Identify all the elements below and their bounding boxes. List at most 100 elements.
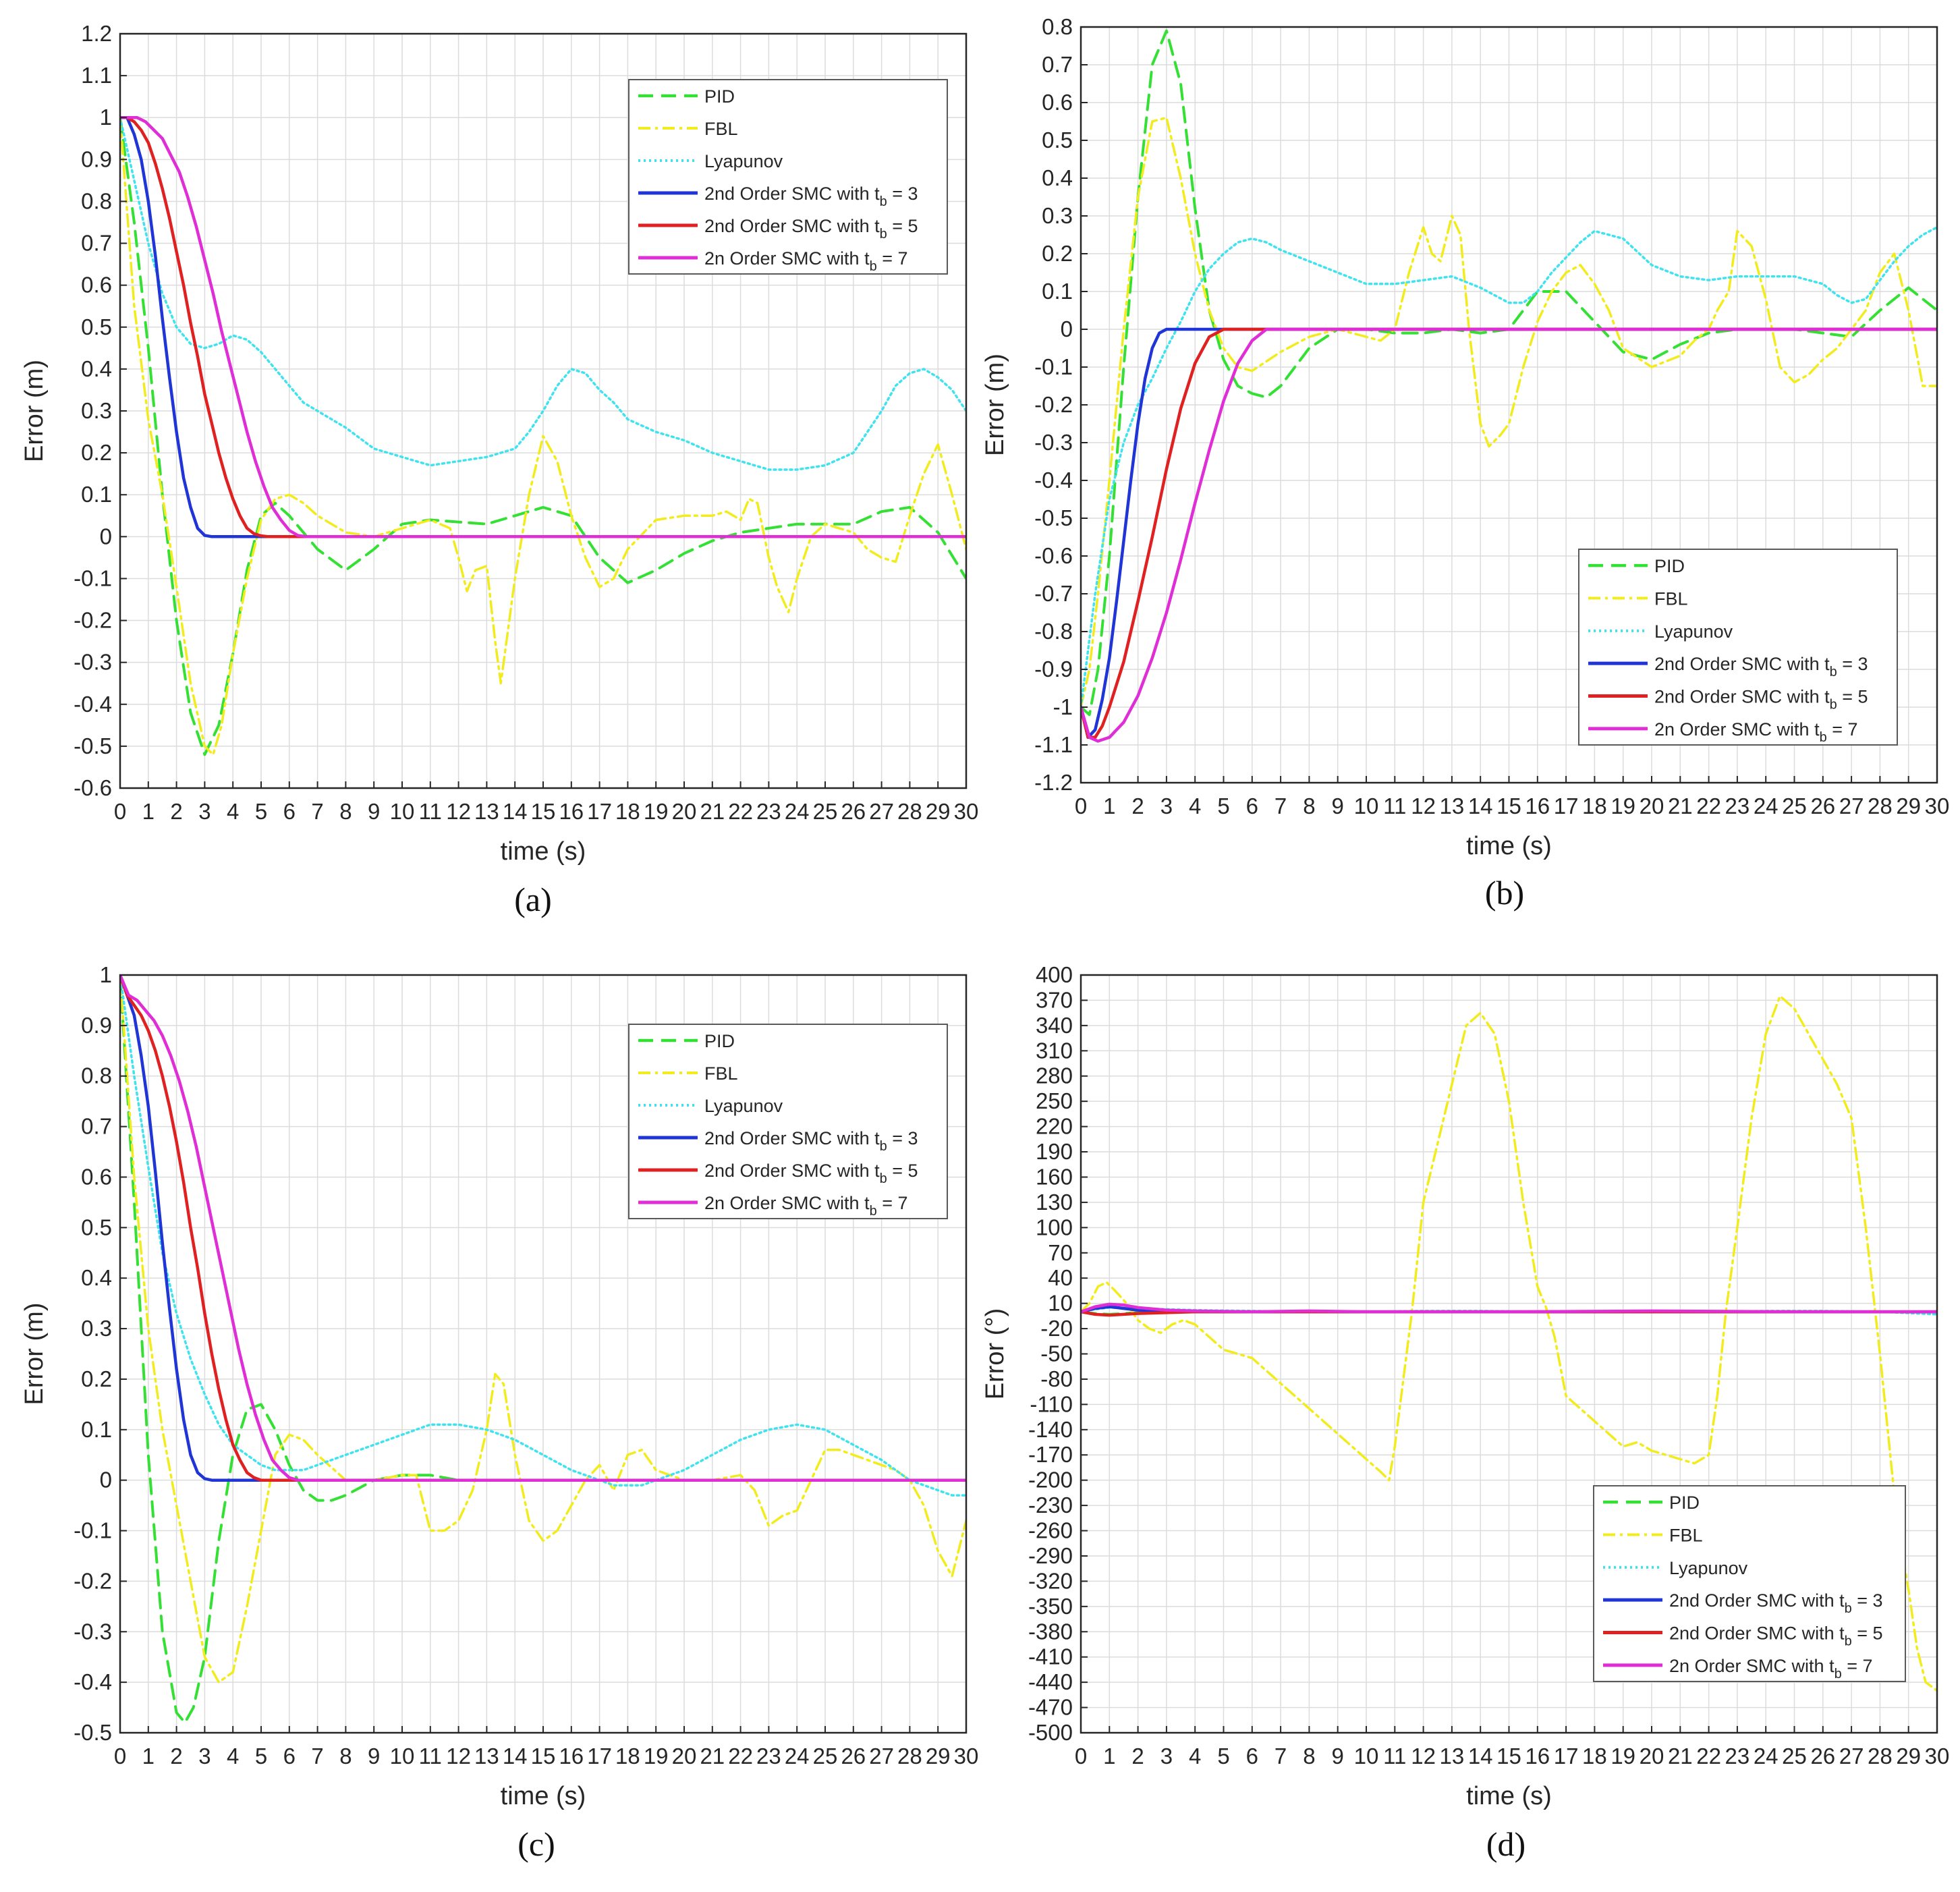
- x-tick-label: 4: [1189, 794, 1201, 818]
- x-tick-label: 17: [587, 799, 612, 824]
- legend-label-lyapunov: Lyapunov: [1654, 621, 1733, 642]
- x-tick-label: 27: [1839, 1744, 1864, 1769]
- series-line-smc7: [1081, 1302, 1937, 1314]
- series-line-fbl: [1081, 116, 1937, 708]
- x-tick-label: 18: [615, 1744, 640, 1769]
- y-tick-label: 0.4: [81, 356, 112, 381]
- x-tick-label: 29: [1896, 794, 1921, 818]
- x-tick-label: 14: [503, 799, 528, 824]
- x-tick-label: 20: [1640, 794, 1664, 818]
- legend-box: [628, 79, 948, 275]
- y-tick-label: -260: [1028, 1518, 1073, 1543]
- x-tick-label: 12: [446, 1744, 471, 1769]
- x-tick-label: 5: [1217, 794, 1229, 818]
- x-tick-label: 26: [1810, 794, 1835, 818]
- legend-box: [628, 1024, 948, 1219]
- x-tick-label: 10: [1354, 794, 1379, 818]
- x-tick-label: 9: [1332, 794, 1344, 818]
- y-tick-label: 100: [1036, 1215, 1073, 1240]
- x-tick-label: 15: [1496, 1744, 1521, 1769]
- y-tick-label: 10: [1048, 1291, 1073, 1316]
- y-tick-label: -140: [1028, 1417, 1073, 1442]
- y-tick-label: 0.2: [81, 1366, 112, 1391]
- y-tick-label: -230: [1028, 1493, 1073, 1518]
- series-group: [1081, 995, 1937, 1692]
- y-tick-label: 1.2: [81, 21, 112, 46]
- series-line-pid: [1081, 29, 1937, 717]
- x-axis-label: time (s): [501, 837, 586, 866]
- x-tick-label: 30: [954, 1744, 979, 1769]
- y-tick-label: -320: [1028, 1568, 1073, 1593]
- y-tick-label: -0.4: [74, 1669, 112, 1694]
- x-tick-label: 7: [311, 799, 323, 824]
- y-tick-label: 0.3: [81, 398, 112, 423]
- y-tick-label: 0.4: [1042, 165, 1073, 190]
- x-tick-label: 5: [1217, 1744, 1229, 1769]
- y-tick-label: 0.9: [81, 1013, 112, 1038]
- x-tick-label: 25: [813, 799, 838, 824]
- x-tick-label: 13: [474, 799, 499, 824]
- series-line-smc7: [120, 115, 966, 538]
- x-tick-label: 25: [813, 1744, 838, 1769]
- panel-caption: (b): [1485, 874, 1524, 912]
- x-tick-label: 2: [170, 1744, 182, 1769]
- y-tick-label: 0.8: [81, 1063, 112, 1088]
- x-tick-label: 22: [728, 1744, 753, 1769]
- x-tick-label: 19: [644, 1744, 669, 1769]
- x-tick-label: 30: [1925, 1744, 1950, 1769]
- x-tick-label: 11: [419, 799, 442, 824]
- y-tick-label: 0.4: [81, 1265, 112, 1290]
- chart-panel-b: 0 1 2 3 4 5 6 7 8 9 10 11 12 13 14 15 16 17 18 19 20 21 22 23 24…: [981, 14, 1949, 912]
- legend-label-lyapunov: Lyapunov: [704, 151, 783, 171]
- x-tick-label: 28: [897, 1744, 922, 1769]
- y-tick-label: -0.1: [1034, 354, 1073, 379]
- series-line-smc5: [120, 115, 966, 538]
- y-tick-label: -20: [1040, 1316, 1073, 1341]
- x-tick-label: 5: [255, 799, 267, 824]
- series-line-smc3: [120, 115, 966, 538]
- x-tick-label: 23: [756, 799, 781, 824]
- x-tick-label: 13: [1440, 794, 1465, 818]
- y-axis-label: Error (m): [20, 360, 49, 462]
- x-tick-label: 10: [390, 1744, 415, 1769]
- y-tick-label: 400: [1036, 962, 1073, 987]
- x-tick-label: 6: [283, 799, 296, 824]
- legend-label-pid: PID: [1669, 1493, 1700, 1513]
- x-tick-label: 9: [368, 799, 380, 824]
- series-line-smc3: [1081, 327, 1937, 740]
- series-line-pid: [120, 116, 966, 756]
- panel-caption: (c): [517, 1825, 555, 1863]
- legend-label-fbl: FBL: [704, 119, 738, 139]
- x-tick-label: 17: [1554, 794, 1579, 818]
- x-tick-label: 3: [198, 799, 211, 824]
- y-tick-label: 0.2: [81, 440, 112, 465]
- x-tick-label: 30: [954, 799, 979, 824]
- y-tick-label: 0.7: [81, 1114, 112, 1139]
- x-tick-label: 1: [142, 1744, 155, 1769]
- y-tick-label: 0.6: [81, 273, 112, 298]
- y-tick-label: 130: [1036, 1190, 1073, 1215]
- y-tick-label: 0.1: [1042, 279, 1073, 304]
- y-tick-label: -0.4: [74, 692, 112, 717]
- x-tick-label: 0: [1075, 1744, 1087, 1769]
- legend-label-lyapunov: Lyapunov: [1669, 1558, 1748, 1578]
- y-tick-label: -0.2: [74, 1568, 112, 1593]
- x-tick-label: 28: [1868, 794, 1893, 818]
- y-tick-label: 0: [1061, 316, 1073, 341]
- x-tick-label: 1: [1103, 794, 1115, 818]
- x-tick-label: 3: [198, 1744, 211, 1769]
- x-axis-label: time (s): [1466, 1782, 1552, 1810]
- x-tick-label: 21: [1668, 794, 1693, 818]
- series-line-smc7: [120, 975, 966, 1482]
- y-tick-label: -0.5: [74, 733, 112, 758]
- y-tick-label: 1: [100, 105, 112, 130]
- x-tick-label: 6: [1246, 1744, 1258, 1769]
- x-tick-label: 15: [531, 1744, 556, 1769]
- x-tick-label: 11: [419, 1744, 442, 1769]
- x-tick-label: 25: [1782, 1744, 1807, 1769]
- y-tick-label: 1.1: [81, 63, 112, 88]
- x-tick-label: 24: [1754, 794, 1779, 818]
- x-tick-label: 23: [1725, 1744, 1750, 1769]
